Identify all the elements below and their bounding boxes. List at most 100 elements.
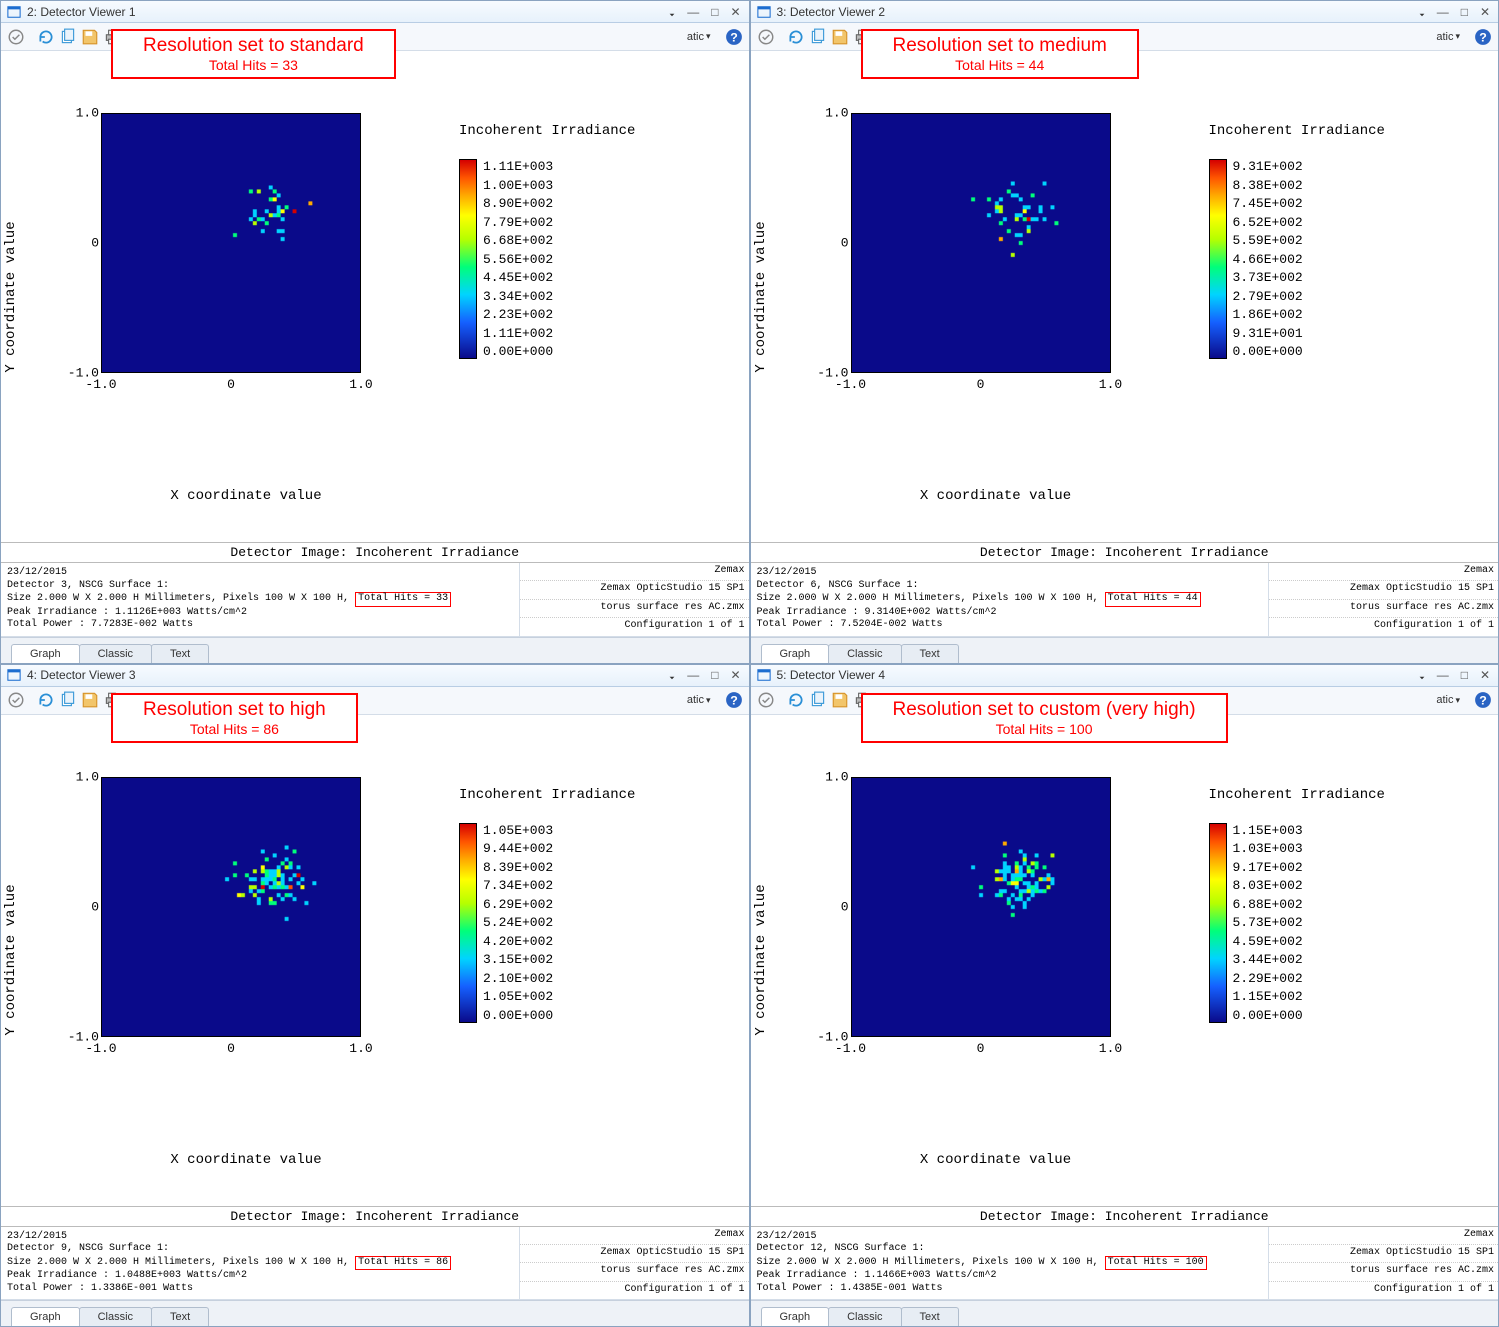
copy-icon[interactable] — [59, 28, 77, 46]
legend-title: Incoherent Irradiance — [1209, 123, 1385, 139]
maximize-button[interactable]: □ — [1459, 668, 1470, 682]
refresh-icon[interactable] — [787, 691, 805, 709]
check-icon[interactable] — [7, 28, 25, 46]
view-tabs: GraphClassicText — [1, 637, 749, 663]
chart-area: Y coordinate value-1.001.0-1.001.0X coor… — [1, 715, 749, 1206]
close-button[interactable]: ✕ — [1478, 5, 1492, 19]
heatmap-plot — [851, 777, 1111, 1037]
colorbar-tick: 1.86E+002 — [1233, 307, 1303, 322]
colorbar-tick: 1.05E+002 — [483, 989, 553, 1004]
tab-classic[interactable]: Classic — [828, 1307, 901, 1326]
dropdown-pin-icon[interactable] — [667, 670, 677, 680]
colorbar-tick: 7.34E+002 — [483, 878, 553, 893]
tab-graph[interactable]: Graph — [11, 644, 80, 663]
help-icon[interactable]: ? — [725, 691, 743, 709]
refresh-icon[interactable] — [787, 28, 805, 46]
help-icon[interactable]: ? — [1474, 28, 1492, 46]
tab-classic[interactable]: Classic — [79, 644, 152, 663]
window-titlebar: 5: Detector Viewer 4—□✕ — [751, 665, 1499, 687]
info-left: 23/12/2015Detector 12, NSCG Surface 1:Si… — [751, 1227, 1269, 1300]
update-mode-dropdown[interactable]: atic▾ — [1436, 694, 1460, 706]
minimize-button[interactable]: — — [1435, 5, 1451, 19]
y-axis-label: Y coordinate value — [3, 884, 19, 1035]
colorbar-tick: 5.59E+002 — [1233, 233, 1303, 248]
legend-title: Incoherent Irradiance — [459, 787, 635, 803]
dropdown-pin-icon[interactable] — [667, 7, 677, 17]
save-icon[interactable] — [81, 691, 99, 709]
tab-graph[interactable]: Graph — [11, 1307, 80, 1326]
colorbar-tick: 3.44E+002 — [1233, 952, 1303, 967]
close-button[interactable]: ✕ — [1478, 668, 1492, 682]
info-right: ZemaxZemax OpticStudio 15 SP1torus surfa… — [519, 1227, 749, 1300]
heatmap-plot — [851, 113, 1111, 373]
colorbar-tick: 8.39E+002 — [483, 860, 553, 875]
colorbar-tick: 3.15E+002 — [483, 952, 553, 967]
save-icon[interactable] — [81, 28, 99, 46]
close-button[interactable]: ✕ — [728, 5, 742, 19]
chart-area: Y coordinate value-1.001.0-1.001.0X coor… — [751, 715, 1499, 1206]
colorbar-tick: 4.59E+002 — [1233, 934, 1303, 949]
legend-title: Incoherent Irradiance — [1209, 787, 1385, 803]
colorbar-tick: 3.34E+002 — [483, 289, 553, 304]
update-mode-dropdown[interactable]: atic▾ — [1436, 31, 1460, 43]
tab-text[interactable]: Text — [901, 1307, 959, 1326]
svg-text:?: ? — [1479, 30, 1487, 44]
minimize-button[interactable]: — — [685, 5, 701, 19]
dropdown-pin-icon[interactable] — [1417, 670, 1427, 680]
chevron-down-icon: ▾ — [706, 31, 711, 42]
window-title: 3: Detector Viewer 2 — [777, 5, 1411, 19]
dropdown-pin-icon[interactable] — [1417, 7, 1427, 17]
view-tabs: GraphClassicText — [751, 1300, 1499, 1326]
colorbar-tick: 9.31E+001 — [1233, 326, 1303, 341]
maximize-button[interactable]: □ — [709, 668, 720, 682]
tab-graph[interactable]: Graph — [761, 644, 830, 663]
detector-image-title: Detector Image: Incoherent Irradiance — [1, 1206, 749, 1227]
info-right: ZemaxZemax OpticStudio 15 SP1torus surfa… — [519, 563, 749, 636]
callout-line1: Resolution set to custom (very high) — [893, 699, 1196, 721]
tab-text[interactable]: Text — [151, 644, 209, 663]
info-left: 23/12/2015Detector 9, NSCG Surface 1:Siz… — [1, 1227, 519, 1300]
colorbar-tick: 6.88E+002 — [1233, 897, 1303, 912]
check-icon[interactable] — [757, 691, 775, 709]
tab-text[interactable]: Text — [151, 1307, 209, 1326]
annotation-callout: Resolution set to standardTotal Hits = 3… — [111, 29, 396, 79]
copy-icon[interactable] — [59, 691, 77, 709]
minimize-button[interactable]: — — [1435, 668, 1451, 682]
y-axis-label: Y coordinate value — [753, 884, 769, 1035]
x-axis-label: X coordinate value — [170, 1152, 321, 1168]
tab-classic[interactable]: Classic — [79, 1307, 152, 1326]
maximize-button[interactable]: □ — [709, 5, 720, 19]
copy-icon[interactable] — [809, 28, 827, 46]
maximize-button[interactable]: □ — [1459, 5, 1470, 19]
colorbar-tick: 4.66E+002 — [1233, 252, 1303, 267]
tab-graph[interactable]: Graph — [761, 1307, 830, 1326]
app-icon — [757, 668, 771, 682]
check-icon[interactable] — [7, 691, 25, 709]
colorbar-tick: 0.00E+000 — [483, 344, 553, 359]
help-icon[interactable]: ? — [1474, 691, 1492, 709]
annotation-callout: Resolution set to mediumTotal Hits = 44 — [861, 29, 1139, 79]
refresh-icon[interactable] — [37, 28, 55, 46]
minimize-button[interactable]: — — [685, 668, 701, 682]
close-button[interactable]: ✕ — [728, 668, 742, 682]
save-icon[interactable] — [831, 691, 849, 709]
update-mode-dropdown[interactable]: atic▾ — [687, 694, 711, 706]
heatmap-plot — [101, 113, 361, 373]
callout-line2: Total Hits = 100 — [893, 721, 1196, 737]
window-titlebar: 4: Detector Viewer 3—□✕ — [1, 665, 749, 687]
help-icon[interactable]: ? — [725, 28, 743, 46]
tab-classic[interactable]: Classic — [828, 644, 901, 663]
copy-icon[interactable] — [809, 691, 827, 709]
tab-text[interactable]: Text — [901, 644, 959, 663]
update-mode-dropdown[interactable]: atic▾ — [687, 31, 711, 43]
save-icon[interactable] — [831, 28, 849, 46]
check-icon[interactable] — [757, 28, 775, 46]
info-left: 23/12/2015Detector 3, NSCG Surface 1:Siz… — [1, 563, 519, 636]
colorbar-tick: 2.10E+002 — [483, 971, 553, 986]
colorbar-tick: 9.17E+002 — [1233, 860, 1303, 875]
callout-line2: Total Hits = 44 — [893, 57, 1107, 73]
total-hits-highlight: Total Hits = 33 — [355, 592, 451, 607]
colorbar: 0.00E+0001.05E+0022.10E+0023.15E+0024.20… — [459, 823, 553, 1023]
refresh-icon[interactable] — [37, 691, 55, 709]
colorbar: 0.00E+0001.15E+0022.29E+0023.44E+0024.59… — [1209, 823, 1303, 1023]
